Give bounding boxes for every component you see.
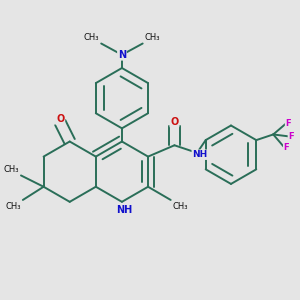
Text: CH₃: CH₃ [84, 33, 99, 42]
Text: NH: NH [192, 150, 208, 159]
Text: CH₃: CH₃ [145, 33, 160, 42]
Text: CH₃: CH₃ [5, 202, 21, 211]
Text: CH₃: CH₃ [4, 165, 19, 174]
Text: CH₃: CH₃ [172, 202, 188, 211]
Text: F: F [288, 132, 294, 141]
Text: N: N [118, 50, 126, 60]
Text: F: F [286, 118, 291, 127]
Text: F: F [284, 143, 289, 152]
Text: NH: NH [116, 205, 132, 215]
Text: O: O [170, 117, 178, 127]
Text: O: O [56, 114, 64, 124]
